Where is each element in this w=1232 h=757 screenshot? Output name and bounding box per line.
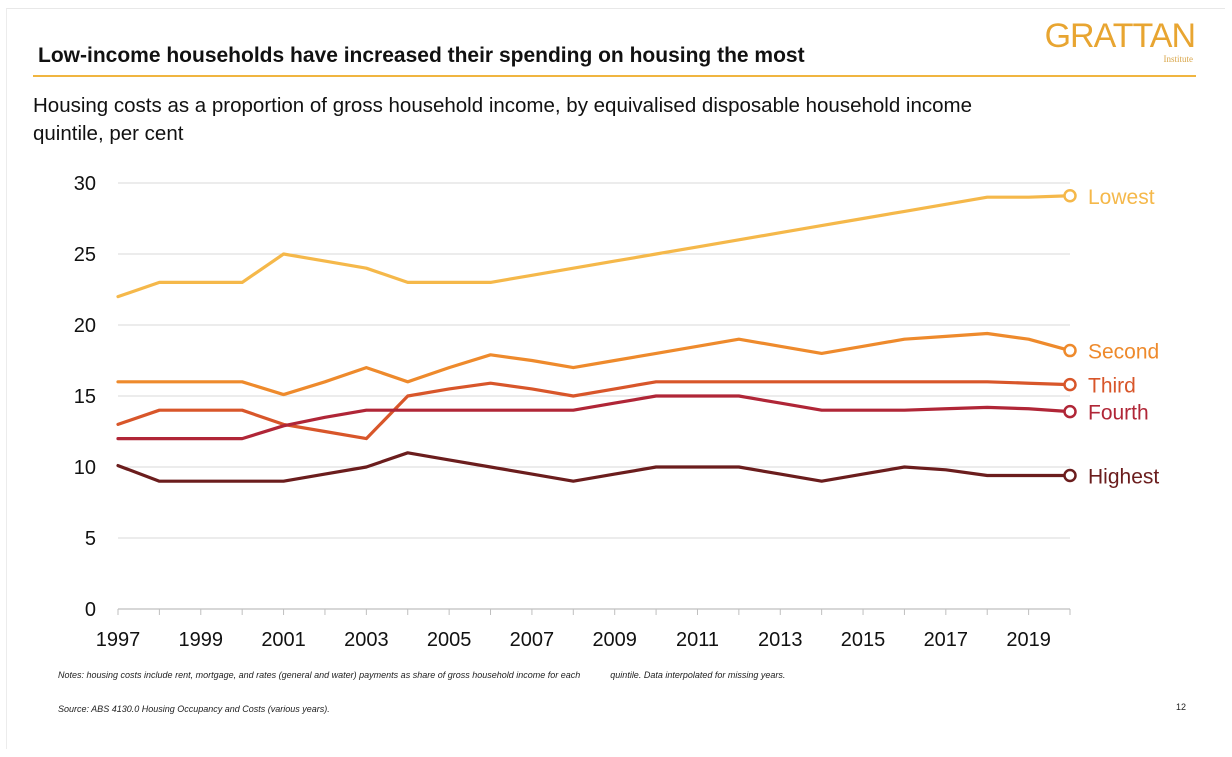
- y-tick-label-5: 5: [85, 528, 96, 550]
- x-tick-label-2009: 2009: [592, 629, 637, 651]
- y-tick-label-30: 30: [74, 173, 96, 195]
- series-end-marker-highest: [1063, 468, 1077, 483]
- x-tick-label-2015: 2015: [841, 629, 886, 651]
- series-label-fourth: Fourth: [1088, 402, 1149, 425]
- series-label-highest: Highest: [1088, 466, 1159, 489]
- grattan-logo: GRATTAN Institute: [1025, 17, 1196, 64]
- x-tick-label-2005: 2005: [427, 629, 472, 651]
- series-line-lowest: [116, 194, 1072, 299]
- x-axis: 1997 1999 2001 2003 2005 2007 2009 2011 2013 2015…: [96, 608, 1071, 651]
- x-tick-label-1997: 1997: [96, 629, 141, 651]
- y-tick-label-25: 25: [74, 244, 96, 266]
- series-line-highest: [116, 451, 1072, 483]
- series-line-third: [116, 380, 1072, 441]
- y-tick-label-20: 20: [74, 315, 96, 337]
- series-end-marker-third: [1063, 377, 1077, 392]
- series-end-labels: Lowest Second Third Fourth Highest: [1088, 186, 1159, 489]
- slide-frame: [6, 8, 1225, 749]
- series-end-marker-lowest: [1063, 189, 1077, 203]
- x-tick-label-1999: 1999: [179, 629, 224, 651]
- series-end-marker-second: [1063, 343, 1077, 358]
- y-tick-label-10: 10: [74, 457, 96, 479]
- series-label-lowest: Lowest: [1088, 186, 1155, 209]
- series-line-second: [116, 331, 1072, 397]
- y-axis-ticks: 0 5 10 15 20 25 30: [74, 173, 96, 621]
- x-tick-label-2001: 2001: [261, 629, 306, 651]
- y-tick-label-15: 15: [74, 386, 96, 408]
- chart-source: Source: ABS 4130.0 Housing Occupancy and…: [58, 704, 330, 714]
- series-label-second: Second: [1088, 341, 1159, 364]
- series-lines: [116, 189, 1077, 483]
- series-line-fourth: [116, 394, 1072, 441]
- x-tick-label-2019: 2019: [1006, 629, 1051, 651]
- x-tick-label-2017: 2017: [924, 629, 969, 651]
- x-tick-label-2007: 2007: [510, 629, 555, 651]
- y-tick-label-0: 0: [85, 599, 96, 621]
- title-underline: [33, 75, 1196, 77]
- chart-title: Low-income households have increased the…: [38, 44, 805, 67]
- page-number: 12: [1176, 702, 1187, 712]
- notes-part-2: quintile. Data interpolated for missing …: [610, 670, 786, 680]
- logo-wordmark: GRATTAN: [1044, 17, 1196, 55]
- x-tick-label-2013: 2013: [758, 629, 803, 651]
- x-tick-label-2003: 2003: [344, 629, 389, 651]
- chart-subtitle: Housing costs as a proportion of gross h…: [33, 94, 973, 145]
- series-end-marker-fourth: [1063, 404, 1077, 419]
- chart-notes: Notes: housing costs include rent, mortg…: [58, 669, 1088, 681]
- logo-subtext: Institute: [1163, 54, 1194, 64]
- series-label-third: Third: [1088, 375, 1136, 398]
- x-tick-label-2011: 2011: [676, 629, 719, 651]
- gridlines: [118, 182, 1070, 539]
- notes-part-1: Notes: housing costs include rent, mortg…: [58, 670, 581, 680]
